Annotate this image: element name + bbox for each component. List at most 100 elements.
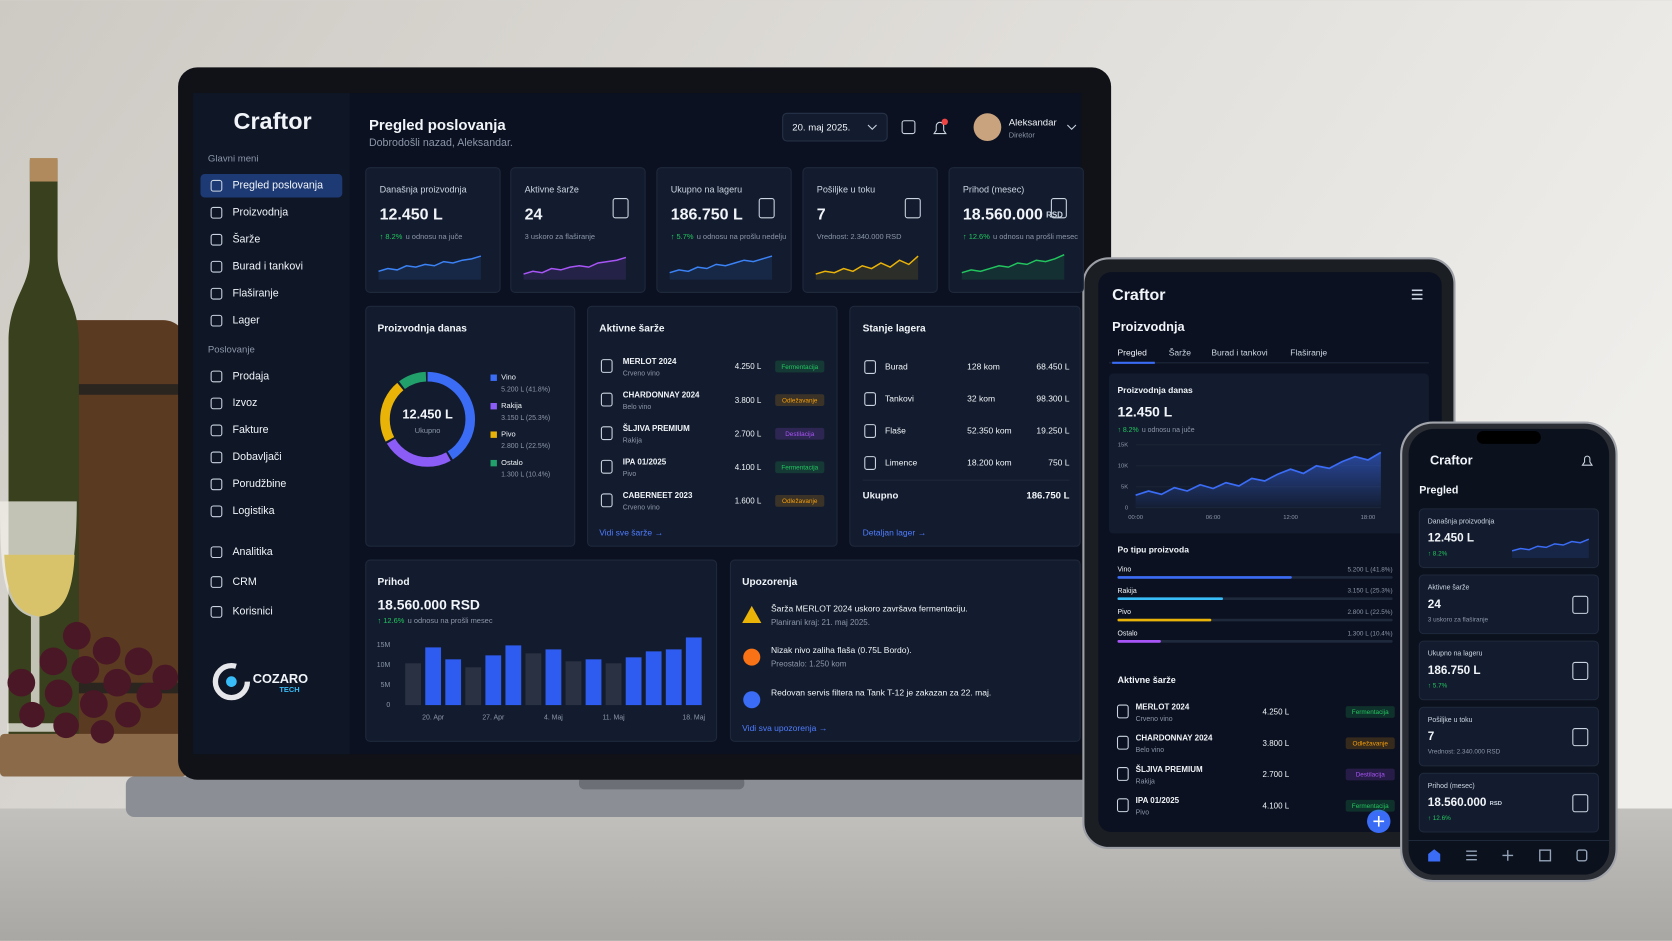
stock-name: Flaše [885, 425, 906, 435]
cards [365, 305, 1081, 742]
card-value: 12.450 L [1428, 532, 1474, 545]
status-pill [1345, 768, 1395, 781]
laptop-base [125, 776, 1150, 818]
phone-bell[interactable] [1581, 455, 1594, 466]
nav-item: Dobavljači [232, 451, 281, 463]
batch-qty: 4.250 L [1263, 708, 1290, 717]
barrel-band [42, 384, 187, 395]
revenue-note: ↑ 12.6% u odnosu na prošli mesec [377, 616, 492, 625]
card-value-part: 18.560.000 [1428, 796, 1487, 809]
sparkline [1511, 538, 1590, 552]
status: Odležavanje [782, 397, 818, 404]
x-tick-label: 4. Maj [544, 715, 563, 722]
page-title: Pregled poslovanja [369, 117, 506, 134]
card-label: Prihod (mesec) [1428, 783, 1475, 790]
screen-title: Pregled [1419, 485, 1458, 497]
info-icon [743, 691, 761, 709]
date-picker[interactable] [782, 112, 888, 142]
calendar-icon[interactable] [901, 120, 916, 135]
batch-type: Crveno vino [623, 370, 660, 377]
stock-liters: 19.250 L [1036, 425, 1069, 435]
nav-section: Glavni meni [208, 154, 259, 165]
nav-item: Korisnici [232, 606, 272, 618]
card [1418, 574, 1599, 635]
sparkline [523, 256, 627, 275]
nav-item: Logistika [232, 505, 274, 517]
card-title: Proizvodnja danas [1118, 385, 1194, 395]
donut-segment [380, 371, 476, 467]
batch-type: Crveno vino [623, 505, 660, 512]
fab-plus [1373, 815, 1385, 827]
revenue-note-part: u odnosu na prošli mesec [408, 616, 493, 625]
icon [600, 493, 613, 508]
icon [210, 370, 223, 383]
menu-icon[interactable] [1411, 289, 1423, 300]
link: Vidi sva upozorenja → [742, 723, 827, 733]
card-note-part: u odnosu na juče [1142, 427, 1195, 434]
icon [210, 233, 223, 246]
icon [612, 198, 629, 219]
card-value: 186.750 L [1428, 664, 1481, 677]
tab: Flaširanje [1290, 347, 1327, 357]
nav-item: Pregled poslovanja [232, 180, 323, 192]
batch-name: ŠLJIVA PREMIUM [623, 424, 690, 433]
bar [465, 667, 482, 706]
kpi-value-part: 12.450 L [380, 207, 443, 224]
nav-item: Šarže [232, 233, 260, 246]
kpi-value: 12.450 L [380, 207, 443, 224]
status-pill [775, 495, 825, 507]
logo-dot [226, 676, 237, 687]
nav-item: Flaširanje [232, 288, 278, 300]
status-pill [1345, 799, 1395, 812]
bar [685, 637, 702, 706]
icon [864, 392, 876, 406]
y-tick-label: 10M [377, 662, 391, 669]
section-title: Po tipu proizvoda [1118, 545, 1190, 555]
kpi-note: ↑ 8.2% u odnosu na juče [380, 232, 463, 241]
sidebar [193, 93, 350, 755]
notification-dot [941, 118, 948, 126]
x-tick-label: 18:00 [1361, 515, 1376, 521]
batch-qty: 2.700 L [1263, 770, 1290, 779]
stock-count: 32 kom [967, 393, 995, 403]
icon [210, 606, 223, 618]
user-role: Direktor [1009, 131, 1036, 140]
alert-title: Nizak nivo zaliha flaša (0.75L Bordo). [771, 645, 912, 655]
sparkline-area [669, 256, 773, 280]
card-title: Aktivne šarže [599, 323, 665, 334]
donut-segment [380, 371, 476, 467]
kpi-label: Ukupno na lageru [671, 184, 742, 194]
stock-count: 18.200 kom [967, 457, 1012, 467]
bar [405, 663, 421, 706]
icon [864, 424, 876, 438]
avatar[interactable] [973, 113, 1002, 142]
batch-type: Pivo [1136, 810, 1150, 817]
card-note: ↑ 8.2% [1428, 550, 1448, 557]
icon [210, 206, 223, 219]
nav-section: Poslovanje [208, 344, 255, 355]
x-tick-label: 11. Maj [602, 715, 625, 722]
card [365, 167, 501, 293]
icon [1572, 595, 1589, 614]
x-tick-label: 06:00 [1206, 515, 1221, 521]
stock-liters: 750 L [1048, 457, 1070, 467]
batch-name: CHARDONNAY 2024 [623, 390, 700, 399]
alert-sub: Planirani kraj: 21. maj 2025. [771, 618, 870, 627]
bell-icon[interactable] [933, 121, 947, 135]
tab: Burad i tankovi [1211, 347, 1267, 357]
y-tick-label: 10K [1118, 463, 1129, 469]
type-detail: 3.150 L (25.3%) [1347, 588, 1392, 595]
page-subtitle: Dobrodošli nazad, Aleksandar. [369, 137, 513, 149]
icon [600, 426, 613, 441]
card-title: Stanje lagera [863, 323, 926, 334]
icon [210, 505, 223, 518]
batch-type: Rakija [623, 437, 642, 444]
card-label: Ukupno na lageru [1428, 651, 1483, 658]
card-title: Upozorenja [742, 577, 797, 588]
x-tick-label: 20. Apr [422, 715, 445, 722]
phone-nav[interactable] [1428, 849, 1588, 862]
y-tick-label: 5M [381, 682, 391, 689]
type-name: Vino [1118, 566, 1132, 573]
